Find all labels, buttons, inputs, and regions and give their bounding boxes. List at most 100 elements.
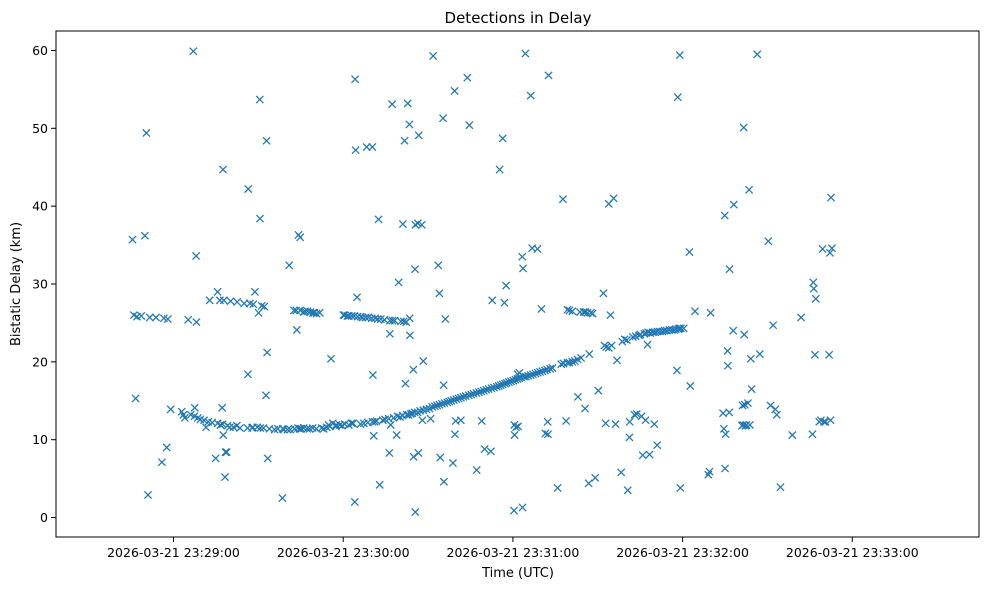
data-point [810, 350, 820, 359]
data-point [419, 357, 428, 366]
data-point [625, 433, 634, 442]
data-point [675, 51, 684, 60]
data-point [162, 443, 171, 452]
data-point [821, 417, 830, 426]
data-point [456, 393, 465, 402]
data-point [430, 402, 439, 411]
data-point [405, 331, 414, 340]
data-point [729, 326, 738, 335]
data-point [465, 121, 474, 130]
data-point [739, 123, 748, 132]
data-point [553, 483, 562, 492]
data-point [225, 423, 234, 432]
data-point [477, 387, 486, 396]
data-point [723, 346, 732, 355]
data-point [454, 394, 463, 403]
data-point [628, 332, 637, 341]
data-point [256, 214, 265, 223]
data-point [305, 424, 314, 433]
data-point [797, 313, 806, 322]
data-point [211, 454, 220, 463]
data-point [445, 397, 454, 406]
x-tick-label: 2026-03-21 23:32:00 [616, 545, 749, 560]
data-point [502, 378, 511, 387]
data-point [472, 388, 481, 398]
data-point [641, 416, 650, 425]
data-point [358, 313, 367, 322]
data-point [262, 136, 271, 145]
data-point [533, 368, 542, 377]
data-point [437, 399, 446, 408]
data-point [504, 378, 513, 387]
chart-title: Detections in Delay [445, 9, 592, 27]
data-point [827, 193, 836, 202]
data-point [521, 49, 530, 58]
data-point [747, 385, 756, 394]
data-point [200, 416, 209, 425]
data-point [676, 324, 685, 333]
data-point [586, 308, 596, 317]
data-point [433, 401, 442, 410]
data-point [416, 406, 425, 415]
data-point [410, 265, 420, 274]
data-point [650, 420, 659, 429]
data-point [546, 364, 555, 373]
data-point [825, 350, 834, 359]
data-point [303, 307, 312, 316]
data-point [479, 386, 488, 395]
data-point [509, 376, 518, 385]
data-point [788, 430, 797, 440]
data-point [447, 396, 456, 405]
data-point [249, 300, 258, 309]
y-tick-label: 20 [32, 354, 48, 369]
y-tick-label: 30 [32, 277, 48, 292]
data-point [725, 408, 734, 417]
data-point [392, 430, 401, 440]
data-point [218, 403, 227, 412]
data-point [638, 451, 647, 460]
data-point [705, 467, 714, 476]
data-point [226, 297, 235, 306]
data-point [375, 480, 384, 489]
y-axis-ticks: 0 10 20 30 40 50 60 [32, 43, 56, 525]
data-point [488, 296, 497, 305]
data-point [487, 384, 496, 393]
data-point [456, 416, 465, 425]
data-point [463, 73, 472, 82]
data-point [184, 315, 193, 324]
points-layer [128, 47, 836, 517]
data-point [142, 128, 151, 138]
data-point [601, 419, 610, 428]
data-point [691, 307, 700, 316]
data-point [776, 483, 785, 492]
data-point [500, 298, 509, 307]
data-point [609, 194, 618, 203]
data-point [192, 318, 201, 327]
data-point [448, 459, 457, 468]
data-point [563, 305, 572, 314]
data-point [706, 308, 715, 317]
data-point [584, 479, 593, 488]
data-point [558, 195, 568, 204]
data-point [411, 508, 420, 517]
data-point [235, 423, 245, 433]
data-point [510, 430, 519, 440]
data-point [565, 358, 574, 367]
data-point [739, 420, 748, 429]
data-point [585, 350, 594, 359]
data-point [723, 361, 732, 370]
data-point [630, 410, 639, 419]
data-point [296, 233, 305, 242]
data-point [518, 503, 527, 512]
x-tick-label: 2026-03-21 23:30:00 [277, 545, 410, 560]
data-point [729, 200, 738, 209]
data-point [686, 381, 695, 391]
data-point [526, 371, 535, 380]
data-point [422, 405, 431, 414]
data-point [531, 369, 540, 378]
data-point [484, 385, 493, 394]
data-point [623, 486, 632, 495]
data-point [441, 314, 450, 324]
data-point [201, 423, 211, 432]
data-point [145, 313, 154, 322]
